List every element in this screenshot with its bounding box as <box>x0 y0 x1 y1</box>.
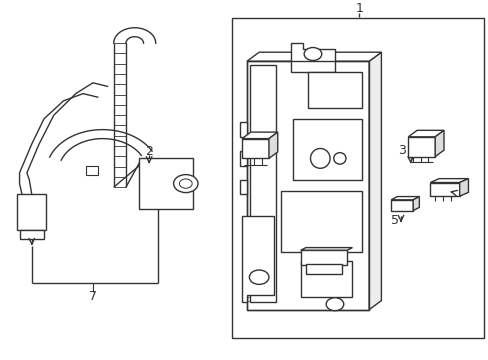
Polygon shape <box>246 52 381 61</box>
Circle shape <box>249 270 268 284</box>
Text: 2: 2 <box>145 145 153 158</box>
Polygon shape <box>239 122 246 137</box>
Text: 5: 5 <box>390 214 398 227</box>
Text: 3: 3 <box>397 144 405 157</box>
Polygon shape <box>305 264 342 274</box>
Polygon shape <box>290 43 334 72</box>
Circle shape <box>325 298 343 311</box>
Polygon shape <box>17 194 46 230</box>
Text: 7: 7 <box>89 291 97 303</box>
Circle shape <box>304 48 321 60</box>
Polygon shape <box>281 191 361 252</box>
Polygon shape <box>239 180 246 194</box>
Circle shape <box>173 175 198 193</box>
Text: 6: 6 <box>333 264 341 277</box>
Polygon shape <box>434 130 443 157</box>
Polygon shape <box>250 65 276 302</box>
Polygon shape <box>300 248 352 250</box>
Bar <box>232 18 483 338</box>
Polygon shape <box>239 151 246 166</box>
Polygon shape <box>242 139 268 158</box>
Polygon shape <box>407 137 434 157</box>
Polygon shape <box>293 119 361 180</box>
Polygon shape <box>429 183 459 196</box>
Polygon shape <box>429 179 468 183</box>
Ellipse shape <box>310 148 329 168</box>
Polygon shape <box>242 216 273 302</box>
Ellipse shape <box>333 153 346 164</box>
Polygon shape <box>268 132 277 158</box>
Polygon shape <box>390 200 412 211</box>
Polygon shape <box>407 130 443 137</box>
Polygon shape <box>368 52 381 310</box>
Text: 4: 4 <box>454 185 462 198</box>
Bar <box>85 166 98 175</box>
Circle shape <box>179 179 192 188</box>
Polygon shape <box>20 230 44 239</box>
Polygon shape <box>246 61 368 310</box>
Polygon shape <box>300 250 346 265</box>
Polygon shape <box>412 197 419 211</box>
Text: 1: 1 <box>355 3 363 15</box>
Polygon shape <box>390 197 419 200</box>
Polygon shape <box>300 261 351 297</box>
Polygon shape <box>307 72 361 108</box>
Polygon shape <box>459 179 468 196</box>
Bar <box>139 158 193 209</box>
Polygon shape <box>242 132 277 139</box>
